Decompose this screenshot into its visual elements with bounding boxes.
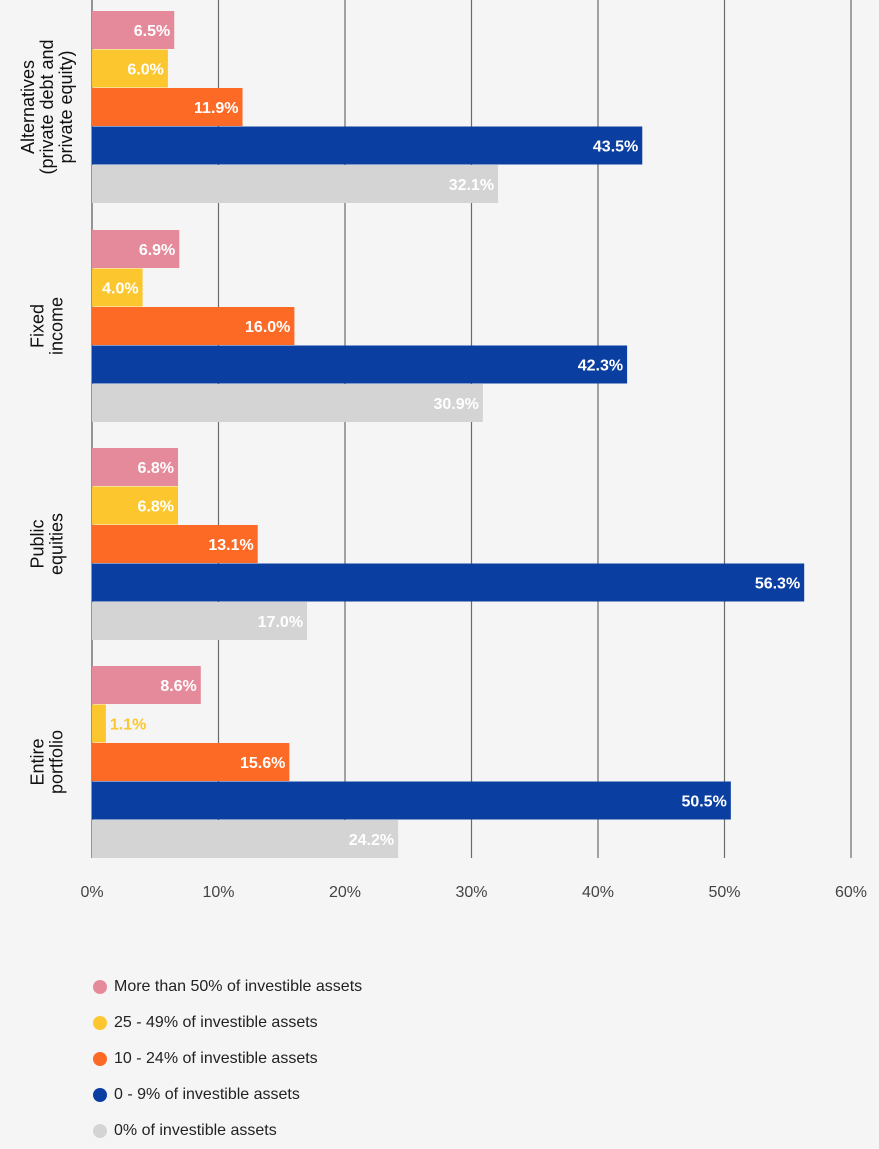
bar bbox=[92, 602, 308, 640]
bar bbox=[92, 743, 290, 781]
legend-swatch bbox=[93, 980, 107, 994]
category-label: Fixed bbox=[28, 304, 48, 348]
legend-swatch bbox=[93, 1016, 107, 1030]
bar bbox=[92, 563, 805, 602]
legend-label: 0% of investible assets bbox=[114, 1122, 277, 1139]
bar-value-label: 11.9% bbox=[194, 100, 238, 117]
x-tick-label: 0% bbox=[80, 884, 103, 901]
bar bbox=[92, 11, 175, 49]
legend-item: 25 - 49% of investible assets bbox=[93, 1005, 362, 1041]
bar-value-label: 16.0% bbox=[245, 319, 290, 336]
legend-item: More than 50% of investible assets bbox=[93, 969, 362, 1005]
bar-value-label: 8.6% bbox=[160, 678, 196, 695]
bar-value-label: 42.3% bbox=[578, 358, 623, 375]
x-tick-label: 30% bbox=[455, 884, 487, 901]
bar-value-label: 13.1% bbox=[208, 537, 253, 554]
x-tick-label: 40% bbox=[582, 884, 614, 901]
bar-value-label: 50.5% bbox=[681, 794, 726, 811]
bar-value-label: 32.1% bbox=[449, 177, 494, 194]
bar-value-label: 56.3% bbox=[755, 576, 800, 593]
bar-value-label: 6.8% bbox=[138, 460, 174, 477]
legend-label: 25 - 49% of investible assets bbox=[114, 1014, 318, 1031]
legend-swatch bbox=[93, 1124, 107, 1138]
bar-value-label: 43.5% bbox=[593, 139, 638, 156]
legend-swatch bbox=[93, 1088, 107, 1102]
bar-value-label: 6.0% bbox=[127, 62, 163, 79]
x-tick-label: 50% bbox=[708, 884, 740, 901]
category-label: Entire bbox=[28, 738, 48, 785]
bar bbox=[92, 704, 106, 743]
bar bbox=[92, 486, 179, 525]
bar-value-label: 4.0% bbox=[102, 281, 138, 298]
legend-item: 10 - 24% of investible assets bbox=[93, 1041, 362, 1077]
bar-value-label: 6.8% bbox=[138, 499, 174, 516]
bar bbox=[92, 165, 499, 203]
bar bbox=[92, 307, 295, 345]
category-label: portfolio bbox=[47, 730, 67, 794]
legend-label: 10 - 24% of investible assets bbox=[114, 1050, 318, 1067]
legend: More than 50% of investible assets 25 - 4… bbox=[93, 969, 362, 1149]
category-label: (private debt and bbox=[37, 39, 57, 174]
bar-value-label: 1.1% bbox=[110, 717, 146, 734]
category-label: Public bbox=[28, 519, 48, 568]
category-label: Alternatives bbox=[18, 60, 38, 154]
legend-item: 0% of investible assets bbox=[93, 1113, 362, 1149]
bar bbox=[92, 88, 243, 126]
category-label: equities bbox=[47, 513, 67, 575]
bar-value-label: 17.0% bbox=[258, 614, 303, 631]
bar bbox=[92, 384, 483, 422]
legend-label: More than 50% of investible assets bbox=[114, 978, 363, 995]
category-label: income bbox=[47, 297, 67, 355]
bar bbox=[92, 49, 168, 88]
x-tick-label: 20% bbox=[329, 884, 361, 901]
bar-chart: 6.5% 6.9% 6.8% 8.6% 6.0% 4.0% 6.8% 1.1% 11.9% 16.… bbox=[18, 0, 867, 901]
bar bbox=[92, 345, 628, 384]
bar bbox=[92, 525, 258, 563]
bar-value-label: 24.2% bbox=[349, 832, 394, 849]
bar bbox=[92, 448, 179, 486]
category-label: private equity) bbox=[56, 50, 76, 163]
x-tick-label: 60% bbox=[835, 884, 867, 901]
bar bbox=[92, 126, 643, 165]
bar-value-label: 6.5% bbox=[134, 23, 170, 40]
bar bbox=[92, 230, 180, 268]
legend-label: 0 - 9% of investible assets bbox=[114, 1086, 300, 1103]
bar-value-label: 6.9% bbox=[139, 242, 175, 259]
bar bbox=[92, 781, 731, 820]
bar-value-label: 15.6% bbox=[240, 755, 285, 772]
x-tick-label: 10% bbox=[202, 884, 234, 901]
bar bbox=[92, 666, 201, 704]
bar-value-label: 30.9% bbox=[434, 396, 479, 413]
bar bbox=[92, 268, 143, 307]
legend-swatch bbox=[93, 1052, 107, 1066]
legend-item: 0 - 9% of investible assets bbox=[93, 1077, 362, 1113]
bar bbox=[92, 820, 399, 858]
